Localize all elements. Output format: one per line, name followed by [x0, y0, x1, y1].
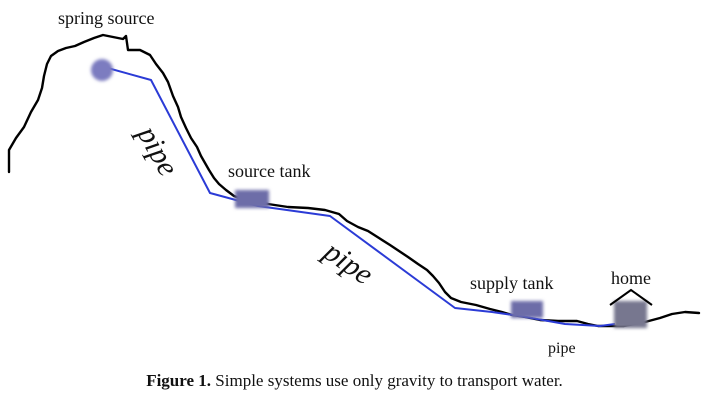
supply-tank-label: supply tank — [470, 273, 554, 293]
house-body — [614, 301, 647, 328]
house-roof — [609, 288, 653, 306]
source-tank-label: source tank — [228, 161, 310, 181]
caption-prefix: Figure 1. — [146, 371, 212, 390]
spring-source-label: spring source — [58, 8, 154, 28]
pipe-line — [103, 66, 616, 327]
home-label: home — [611, 268, 651, 288]
pipe-label-middle: pipe — [316, 234, 379, 292]
figure-caption: Figure 1. Simple systems use only gravit… — [0, 371, 709, 391]
spring-source-marker — [91, 59, 113, 81]
supply-tank-marker — [511, 301, 543, 318]
source-tank-marker — [235, 190, 269, 208]
pipe-label-lower: pipe — [548, 340, 576, 357]
caption-text: Simple systems use only gravity to trans… — [215, 371, 563, 390]
